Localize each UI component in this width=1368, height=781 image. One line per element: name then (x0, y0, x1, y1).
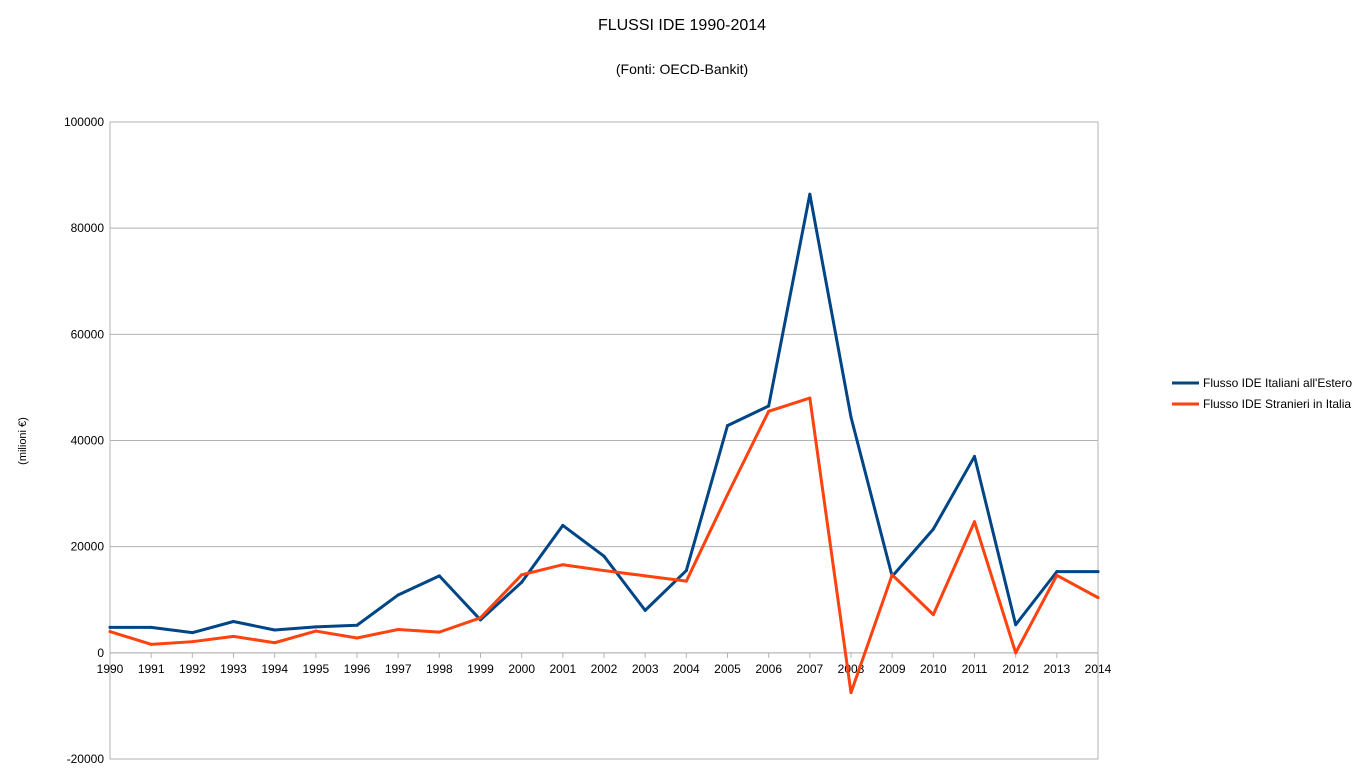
y-tick-label: 100000 (64, 115, 104, 129)
y-tick-label: 40000 (71, 434, 105, 448)
plot-area-border (109, 121, 1099, 760)
legend-label-0: Flusso IDE Italiani all'Estero (1203, 376, 1352, 390)
data-point (602, 554, 606, 558)
x-tick-label: 1994 (261, 662, 288, 676)
data-point (108, 625, 112, 629)
data-point (849, 691, 853, 695)
data-point (931, 527, 935, 531)
y-tick-label: 0 (97, 646, 104, 660)
x-tick-label: 1990 (97, 662, 124, 676)
data-point (437, 630, 441, 634)
y-axis-ticks: -20000 0 20000 40000 60000 80000 100000 (64, 115, 104, 766)
chart-title: FLUSSI IDE 1990-2014 (598, 17, 766, 34)
x-tick-label: 2014 (1085, 662, 1112, 676)
series-lines (108, 192, 1100, 695)
data-point (1014, 651, 1018, 655)
x-tick-label: 1999 (467, 662, 494, 676)
data-point (437, 574, 441, 578)
data-point (190, 640, 194, 644)
data-point (232, 634, 235, 638)
data-point (396, 627, 400, 631)
data-point (602, 569, 606, 573)
data-point (973, 454, 976, 458)
y-tick-label: 80000 (71, 221, 105, 235)
data-point (684, 569, 688, 573)
data-point (273, 628, 277, 632)
x-tick-label: 2011 (962, 662, 988, 676)
data-point (767, 409, 771, 413)
data-point (808, 192, 812, 196)
data-point (479, 616, 482, 620)
x-tick-label: 1997 (385, 662, 412, 676)
data-point (1096, 570, 1100, 574)
data-point (108, 630, 112, 634)
data-point (726, 424, 729, 428)
data-point (931, 613, 935, 617)
x-tick-label: 1991 (138, 662, 165, 676)
data-point (890, 573, 894, 577)
data-point (355, 623, 359, 627)
y-tick-label: 60000 (71, 327, 105, 341)
data-point (684, 579, 688, 583)
data-point (355, 636, 359, 640)
x-tick-label: 2009 (879, 662, 906, 676)
x-tick-label: 2004 (673, 662, 700, 676)
data-point (232, 620, 235, 624)
series-line-0 (108, 192, 1100, 635)
data-point (1055, 573, 1059, 577)
y-axis-label: (milioni €) (17, 417, 29, 465)
data-point (149, 642, 153, 646)
data-point (1096, 596, 1100, 600)
data-point (767, 404, 771, 408)
data-point (314, 625, 318, 629)
legend-label-1: Flusso IDE Stranieri in Italia (1203, 397, 1351, 411)
x-tick-label: 2012 (1002, 662, 1029, 676)
data-point (273, 641, 277, 645)
x-tick-label: 2001 (549, 662, 576, 676)
x-tick-label: 1993 (220, 662, 247, 676)
series-line-1 (108, 396, 1100, 695)
data-point (973, 520, 976, 524)
data-point (314, 629, 318, 633)
x-tick-label: 2007 (796, 662, 823, 676)
x-tick-label: 2005 (714, 662, 741, 676)
x-tick-label: 2000 (508, 662, 535, 676)
data-point (726, 493, 729, 497)
data-point (520, 573, 524, 577)
x-tick-label: 1995 (302, 662, 329, 676)
legend: Flusso IDE Italiani all'Estero Flusso IDE… (1172, 376, 1352, 411)
data-point (643, 608, 647, 612)
data-point (190, 631, 194, 635)
y-tick-label: 20000 (71, 540, 105, 554)
x-tick-label: 2002 (591, 662, 618, 676)
data-point (561, 523, 565, 527)
x-tick-label: 1992 (179, 662, 206, 676)
data-point (396, 593, 400, 597)
x-tick-label: 2003 (632, 662, 659, 676)
y-tick-label: -20000 (67, 752, 105, 766)
x-tick-label: 1996 (344, 662, 371, 676)
x-tick-label: 2013 (1043, 662, 1070, 676)
data-point (643, 574, 647, 578)
data-point (149, 625, 153, 629)
x-axis-ticks: 1990 1991 1992 1993 1994 1995 1996 1997 1998 1999… (97, 652, 1112, 676)
x-tick-label: 2010 (920, 662, 947, 676)
data-point (561, 563, 565, 567)
chart-subtitle: (Fonti: OECD-Bankit) (616, 61, 748, 77)
data-point (1055, 570, 1059, 574)
data-point (520, 580, 524, 584)
data-point (808, 396, 812, 400)
data-point (1014, 623, 1018, 627)
x-tick-label: 1998 (426, 662, 453, 676)
x-tick-label: 2006 (755, 662, 782, 676)
data-point (849, 415, 853, 419)
